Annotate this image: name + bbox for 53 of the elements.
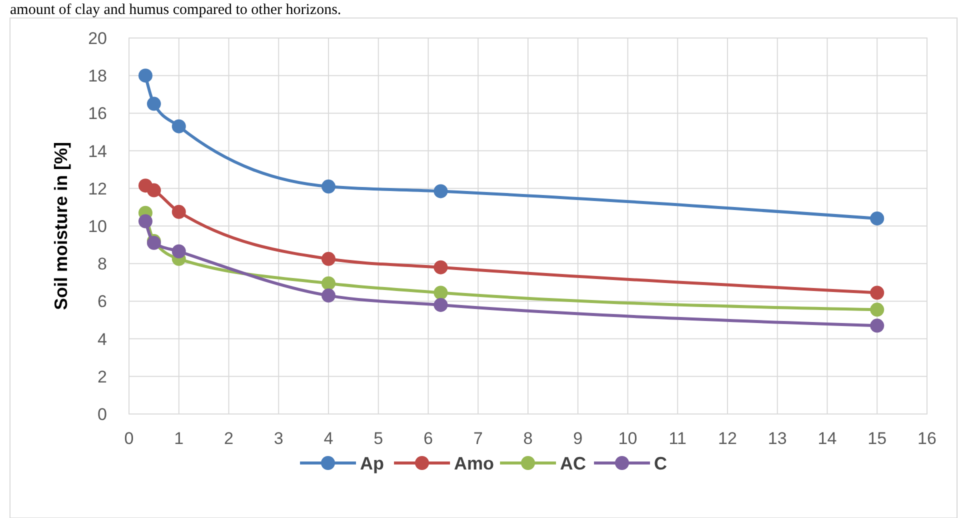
point: [172, 244, 186, 258]
point: [322, 276, 336, 290]
point: [322, 288, 336, 303]
legend-label: Amo: [454, 453, 494, 474]
x-tick-label: 12: [718, 429, 737, 448]
x-tick-label: 1: [174, 429, 184, 448]
x-tick-label: 7: [473, 429, 483, 448]
y-tick-label: 20: [88, 28, 107, 48]
point: [434, 184, 448, 198]
point: [870, 211, 884, 226]
y-tick-label: 0: [98, 404, 107, 424]
y-tick-label: 16: [88, 104, 107, 124]
x-tick-label: 5: [374, 429, 384, 448]
x-tick-label: 16: [918, 429, 936, 448]
point: [146, 183, 161, 198]
point: [870, 302, 884, 317]
x-tick-label: 11: [668, 429, 686, 448]
legend-label: Ap: [360, 453, 384, 474]
point: [146, 96, 161, 111]
point: [172, 119, 186, 134]
y-tick-label: 2: [98, 367, 107, 386]
x-tick-label: 10: [618, 429, 638, 448]
point: [434, 260, 448, 274]
x-tick-label: 2: [224, 429, 234, 448]
y-tick-label: 12: [88, 179, 107, 198]
point: [138, 214, 152, 228]
y-tick-label: 4: [98, 330, 107, 349]
y-tick-label: 6: [98, 292, 107, 312]
x-tick-label: 4: [324, 429, 334, 448]
x-tick-label: 6: [424, 429, 433, 448]
x-tick-label: 3: [274, 429, 284, 448]
point: [172, 204, 186, 219]
y-tick-label: 10: [88, 216, 107, 236]
point: [322, 252, 336, 266]
x-tick-label: 0: [124, 429, 134, 448]
y-tick-label: 14: [88, 142, 107, 161]
x-tick-label: 9: [573, 429, 583, 448]
x-tick-label: 15: [868, 429, 887, 448]
x-tick-label: 13: [768, 429, 787, 448]
text: amount of clay and humus compared to other horizons.: [10, 2, 342, 18]
point: [138, 68, 152, 83]
point: [434, 298, 448, 312]
y-axis-title: Soil moisture in [%]: [51, 142, 71, 310]
y-tick-label: 18: [88, 66, 107, 86]
x-tick-label: 8: [523, 429, 533, 448]
point: [870, 286, 884, 300]
x-tick-label: 14: [818, 429, 837, 448]
point: [434, 286, 448, 300]
y-tick-label: 8: [98, 254, 107, 274]
legend-label: AC: [560, 453, 586, 474]
point: [870, 318, 884, 333]
legend-label: C: [654, 453, 667, 474]
point: [322, 180, 336, 194]
